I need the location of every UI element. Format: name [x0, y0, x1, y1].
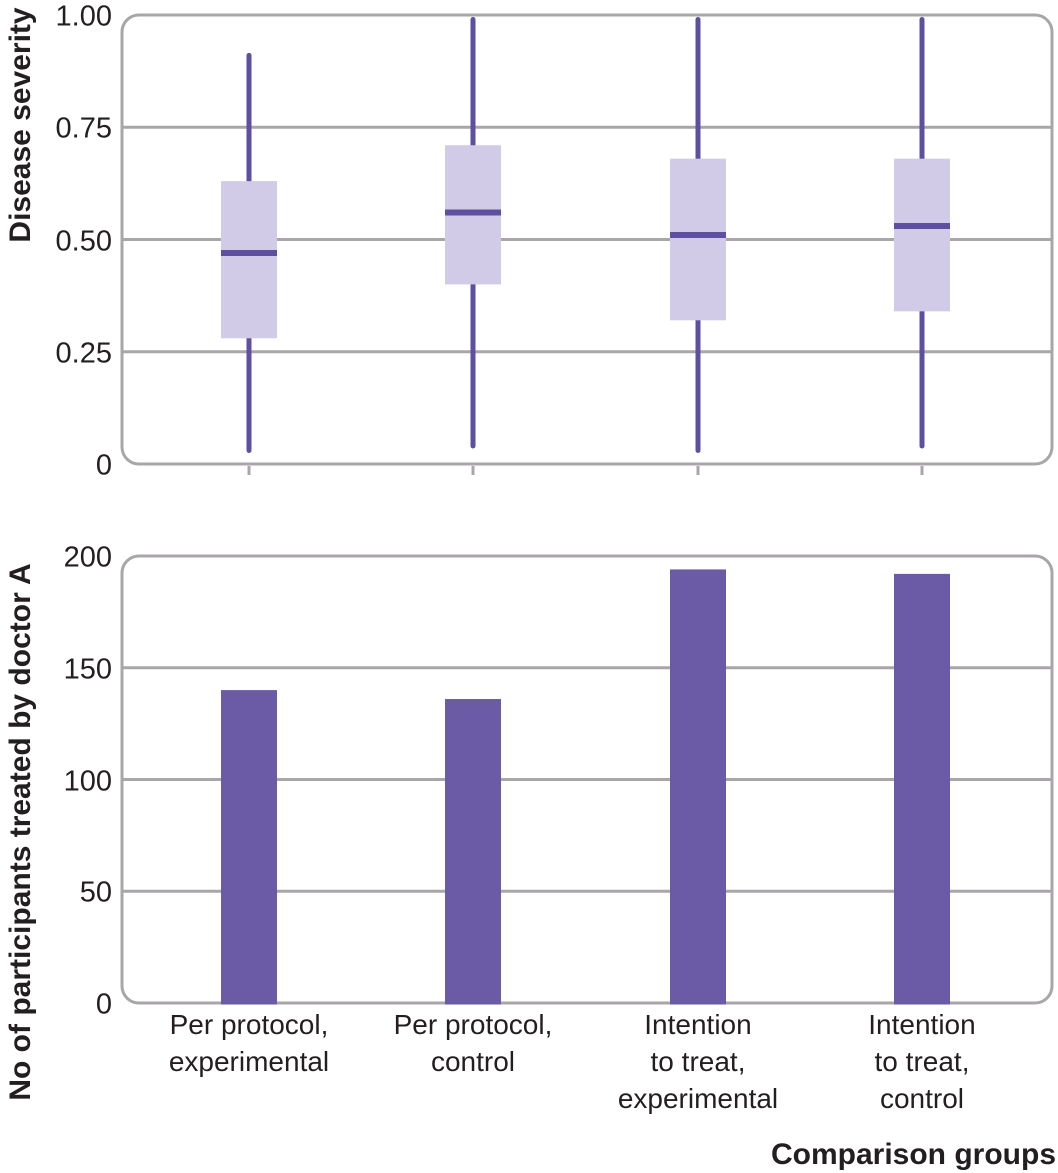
y-tick-label: 1.00: [55, 0, 112, 33]
y-tick-label: 100: [63, 765, 112, 797]
category-label: Intention to treat, experimental: [617, 1009, 779, 1114]
y-tick-label: 0.25: [55, 337, 112, 370]
y-tick-label: 200: [63, 541, 112, 574]
y-tick-label: 0.50: [55, 225, 112, 257]
category-label: Per protocol, control: [393, 1009, 553, 1077]
box-iqr: [894, 158, 950, 312]
bar: [894, 573, 950, 1005]
category-label: Intention to treat, control: [868, 1009, 976, 1114]
y-tick-label: 50: [79, 876, 112, 909]
category-label: Per protocol, experimental: [168, 1009, 330, 1077]
box-iqr: [221, 181, 277, 339]
bar: [670, 569, 726, 1005]
y-tick-label: 150: [63, 653, 112, 686]
plot-border: [120, 554, 1054, 1005]
barchart-y-axis-title: No of participants treated by doctor A: [4, 563, 37, 1101]
plot-border: [120, 13, 1054, 466]
y-tick-label: 0: [95, 449, 112, 482]
bar: [445, 699, 501, 1005]
box-iqr: [670, 158, 726, 321]
y-tick-label: 0: [95, 988, 112, 1021]
y-tick-label: 0.75: [55, 112, 112, 145]
bar: [221, 690, 277, 1005]
x-axis-title: Comparison groups: [770, 1138, 1056, 1171]
